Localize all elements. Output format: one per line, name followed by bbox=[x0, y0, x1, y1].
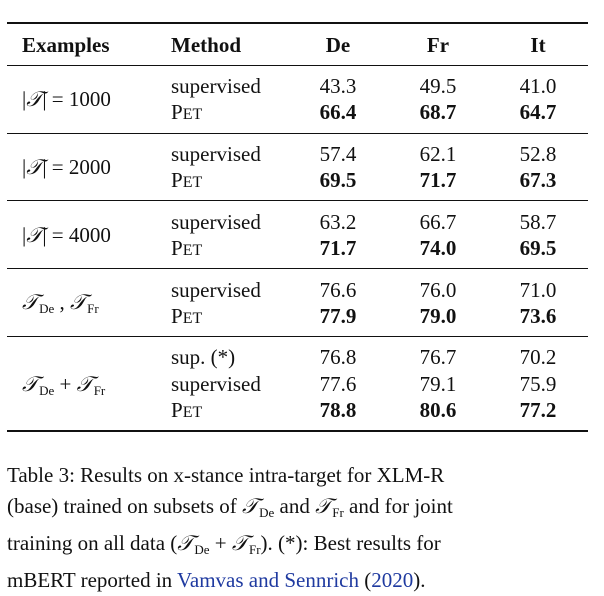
value-it: 64.7 bbox=[519, 100, 557, 124]
citation-link[interactable]: Vamvas and Sennrich bbox=[177, 568, 359, 592]
examples-cell: |𝒯| = 1000 bbox=[22, 87, 111, 111]
value-it: 41.0 bbox=[519, 74, 557, 98]
caption-line: training on all data (𝒯De + 𝒯Fr). (*): B… bbox=[7, 531, 441, 557]
table-group-rule bbox=[7, 336, 588, 337]
examples-cell: |𝒯| = 4000 bbox=[22, 223, 111, 247]
method-cell: supervised bbox=[171, 142, 261, 166]
table-caption: Table 3: Results on x-stance intra-targe… bbox=[7, 460, 589, 596]
header-fr: Fr bbox=[426, 33, 450, 57]
value-it: 71.0 bbox=[519, 278, 557, 302]
value-de: 43.3 bbox=[319, 74, 357, 98]
method-cell-pet: PET bbox=[171, 236, 203, 260]
caption-line: (base) trained on subsets of 𝒯De and 𝒯Fr… bbox=[7, 494, 453, 520]
value-de: 77.9 bbox=[319, 304, 357, 328]
value-de: 71.7 bbox=[319, 236, 357, 260]
method-cell: supervised bbox=[171, 210, 261, 234]
method-cell: supervised bbox=[171, 74, 261, 98]
value-fr: 66.7 bbox=[419, 210, 457, 234]
method-cell-pet: PET bbox=[171, 398, 203, 422]
value-de: 66.4 bbox=[319, 100, 357, 124]
value-de: 76.6 bbox=[319, 278, 357, 302]
value-it: 52.8 bbox=[519, 142, 557, 166]
table-group-rule bbox=[7, 268, 588, 269]
value-fr: 76.7 bbox=[419, 345, 457, 369]
value-it: 73.6 bbox=[519, 304, 557, 328]
caption-line: Table 3: Results on x-stance intra-targe… bbox=[7, 463, 445, 487]
header-de: De bbox=[325, 33, 351, 57]
value-de: 57.4 bbox=[319, 142, 357, 166]
table-top-rule bbox=[7, 22, 588, 24]
value-fr: 62.1 bbox=[419, 142, 457, 166]
value-fr: 74.0 bbox=[419, 236, 457, 260]
value-fr: 80.6 bbox=[419, 398, 457, 422]
header-examples: Examples bbox=[22, 33, 110, 57]
value-it: 70.2 bbox=[519, 345, 557, 369]
method-cell-pet: PET bbox=[171, 304, 203, 328]
value-it: 77.2 bbox=[519, 398, 557, 422]
caption-line: mBERT reported in Vamvas and Sennrich (2… bbox=[7, 568, 426, 592]
method-cell: sup. (*) bbox=[171, 345, 236, 369]
value-it: 69.5 bbox=[519, 236, 557, 260]
value-de: 77.6 bbox=[319, 372, 357, 396]
table-header-rule bbox=[7, 65, 588, 66]
citation-year-link[interactable]: 2020 bbox=[371, 568, 414, 592]
examples-cell: 𝒯De + 𝒯Fr bbox=[22, 372, 106, 398]
method-cell-pet: PET bbox=[171, 100, 203, 124]
examples-cell: |𝒯| = 2000 bbox=[22, 155, 111, 179]
value-it: 67.3 bbox=[519, 168, 557, 192]
value-fr: 79.0 bbox=[419, 304, 457, 328]
value-fr: 76.0 bbox=[419, 278, 457, 302]
table-group-rule bbox=[7, 133, 588, 134]
value-it: 75.9 bbox=[519, 372, 557, 396]
value-fr: 68.7 bbox=[419, 100, 457, 124]
value-it: 58.7 bbox=[519, 210, 557, 234]
value-fr: 79.1 bbox=[419, 372, 457, 396]
header-it: It bbox=[530, 33, 546, 57]
method-cell: supervised bbox=[171, 372, 261, 396]
value-fr: 49.5 bbox=[419, 74, 457, 98]
method-cell-pet: PET bbox=[171, 168, 203, 192]
value-fr: 71.7 bbox=[419, 168, 457, 192]
value-de: 78.8 bbox=[319, 398, 357, 422]
examples-cell: 𝒯De , 𝒯Fr bbox=[22, 290, 99, 316]
value-de: 76.8 bbox=[319, 345, 357, 369]
value-de: 69.5 bbox=[319, 168, 357, 192]
value-de: 63.2 bbox=[319, 210, 357, 234]
method-cell: supervised bbox=[171, 278, 261, 302]
table-group-rule bbox=[7, 200, 588, 201]
table-bottom-rule bbox=[7, 430, 588, 432]
header-method: Method bbox=[171, 33, 241, 57]
